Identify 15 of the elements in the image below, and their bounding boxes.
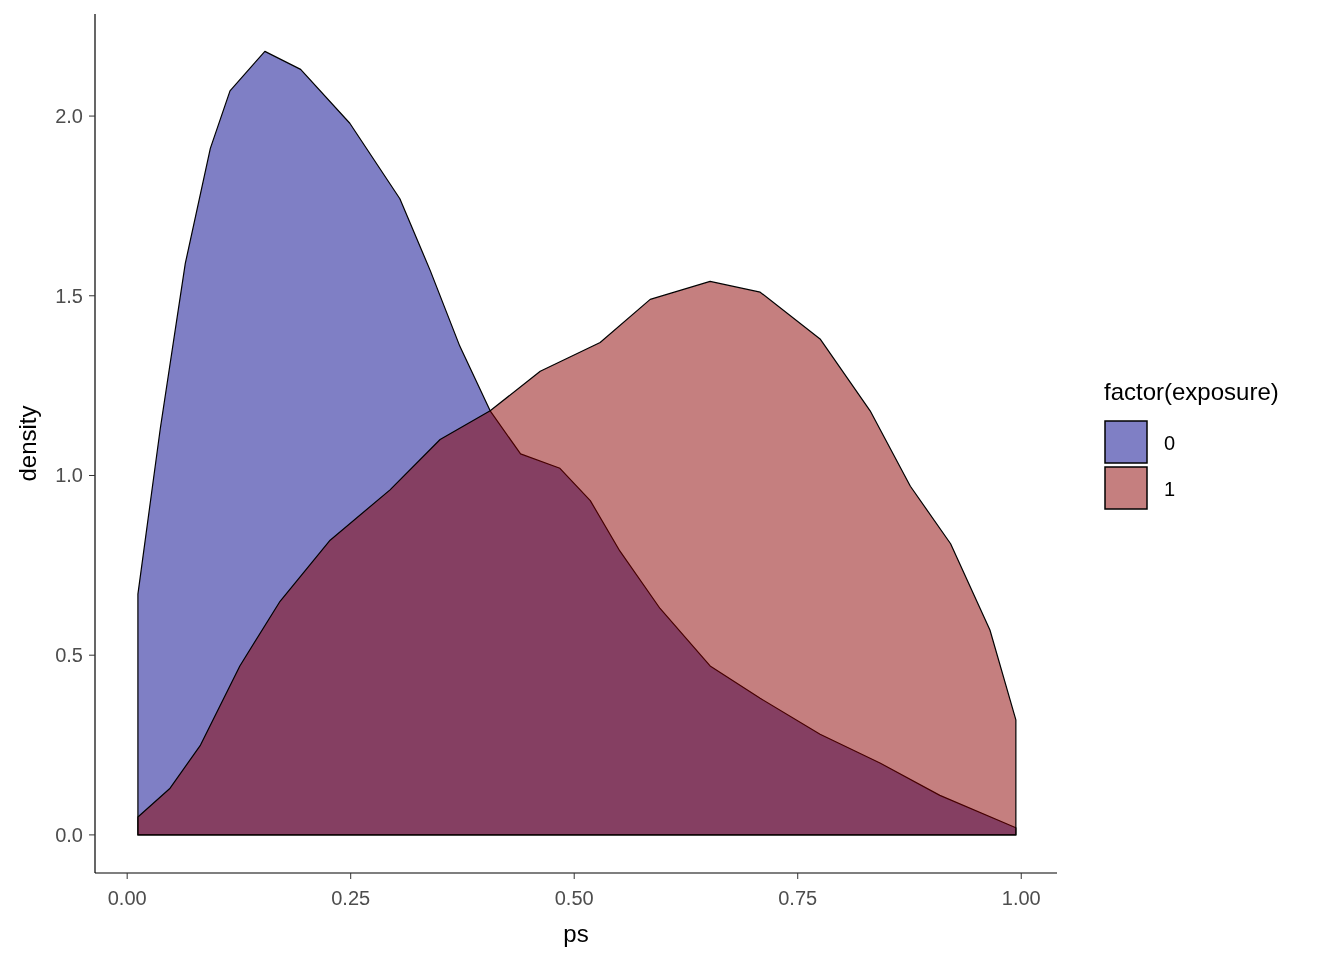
x-tick-label: 1.00 (1001, 887, 1041, 909)
x-tick-label: 0.00 (107, 887, 147, 909)
legend-title: factor(exposure) (1104, 378, 1279, 405)
y-axis-title: density (14, 405, 41, 482)
y-tick-label: 1.0 (55, 464, 83, 487)
x-axis-title: ps (563, 920, 589, 947)
x-tick-label: 0.50 (554, 887, 594, 909)
y-tick-label: 2.0 (55, 105, 83, 128)
y-tick-label: 1.5 (55, 284, 83, 307)
legend-label: 1 (1164, 478, 1176, 500)
x-tick-label: 0.25 (331, 887, 371, 909)
legend-label: 0 (1164, 432, 1176, 454)
y-tick-label: 0.0 (55, 823, 83, 846)
y-tick-label: 0.5 (55, 644, 83, 667)
x-tick-label: 0.75 (778, 887, 818, 909)
